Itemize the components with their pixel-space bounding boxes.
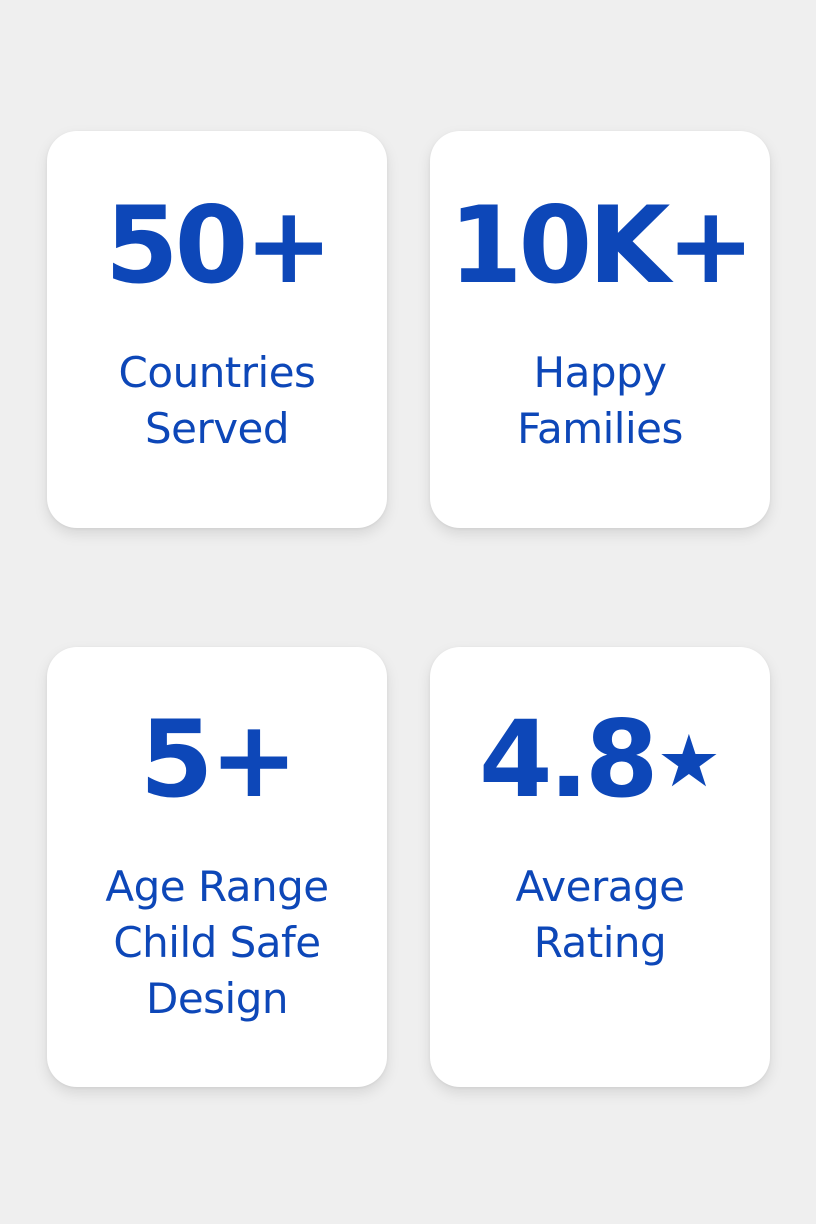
stat-card-rating: 4.8★ Average Rating [430, 647, 770, 1087]
stat-label-line: Served [144, 404, 290, 453]
stat-card-age-range: 5+ Age Range Child Safe Design [47, 647, 387, 1087]
stat-label-line: Average [515, 862, 685, 911]
stat-label: Age Range Child Safe Design [47, 859, 387, 1027]
stat-card-families: 10K+ Happy Families [430, 131, 770, 528]
stat-label-line: Age Range [105, 862, 329, 911]
stat-label: Happy Families [430, 345, 770, 457]
stat-value: 5+ [139, 698, 299, 821]
stat-value: 4.8★ [430, 707, 770, 813]
rating-number: 4.8 [478, 698, 659, 821]
stat-label-line: Rating [533, 918, 667, 967]
stat-value: 10K+ [448, 184, 755, 307]
stat-label: Countries Served [47, 345, 387, 457]
stat-label-line: Design [145, 974, 289, 1023]
stat-label-line: Countries [118, 348, 316, 397]
stat-value: 50+ [104, 184, 333, 307]
star-icon: ★ [656, 719, 722, 803]
stat-label: Average Rating [430, 859, 770, 971]
stat-card-countries: 50+ Countries Served [47, 131, 387, 528]
stat-label-line: Happy [533, 348, 668, 397]
stat-label-line: Families [517, 404, 683, 453]
stat-label-line: Child Safe [113, 918, 321, 967]
